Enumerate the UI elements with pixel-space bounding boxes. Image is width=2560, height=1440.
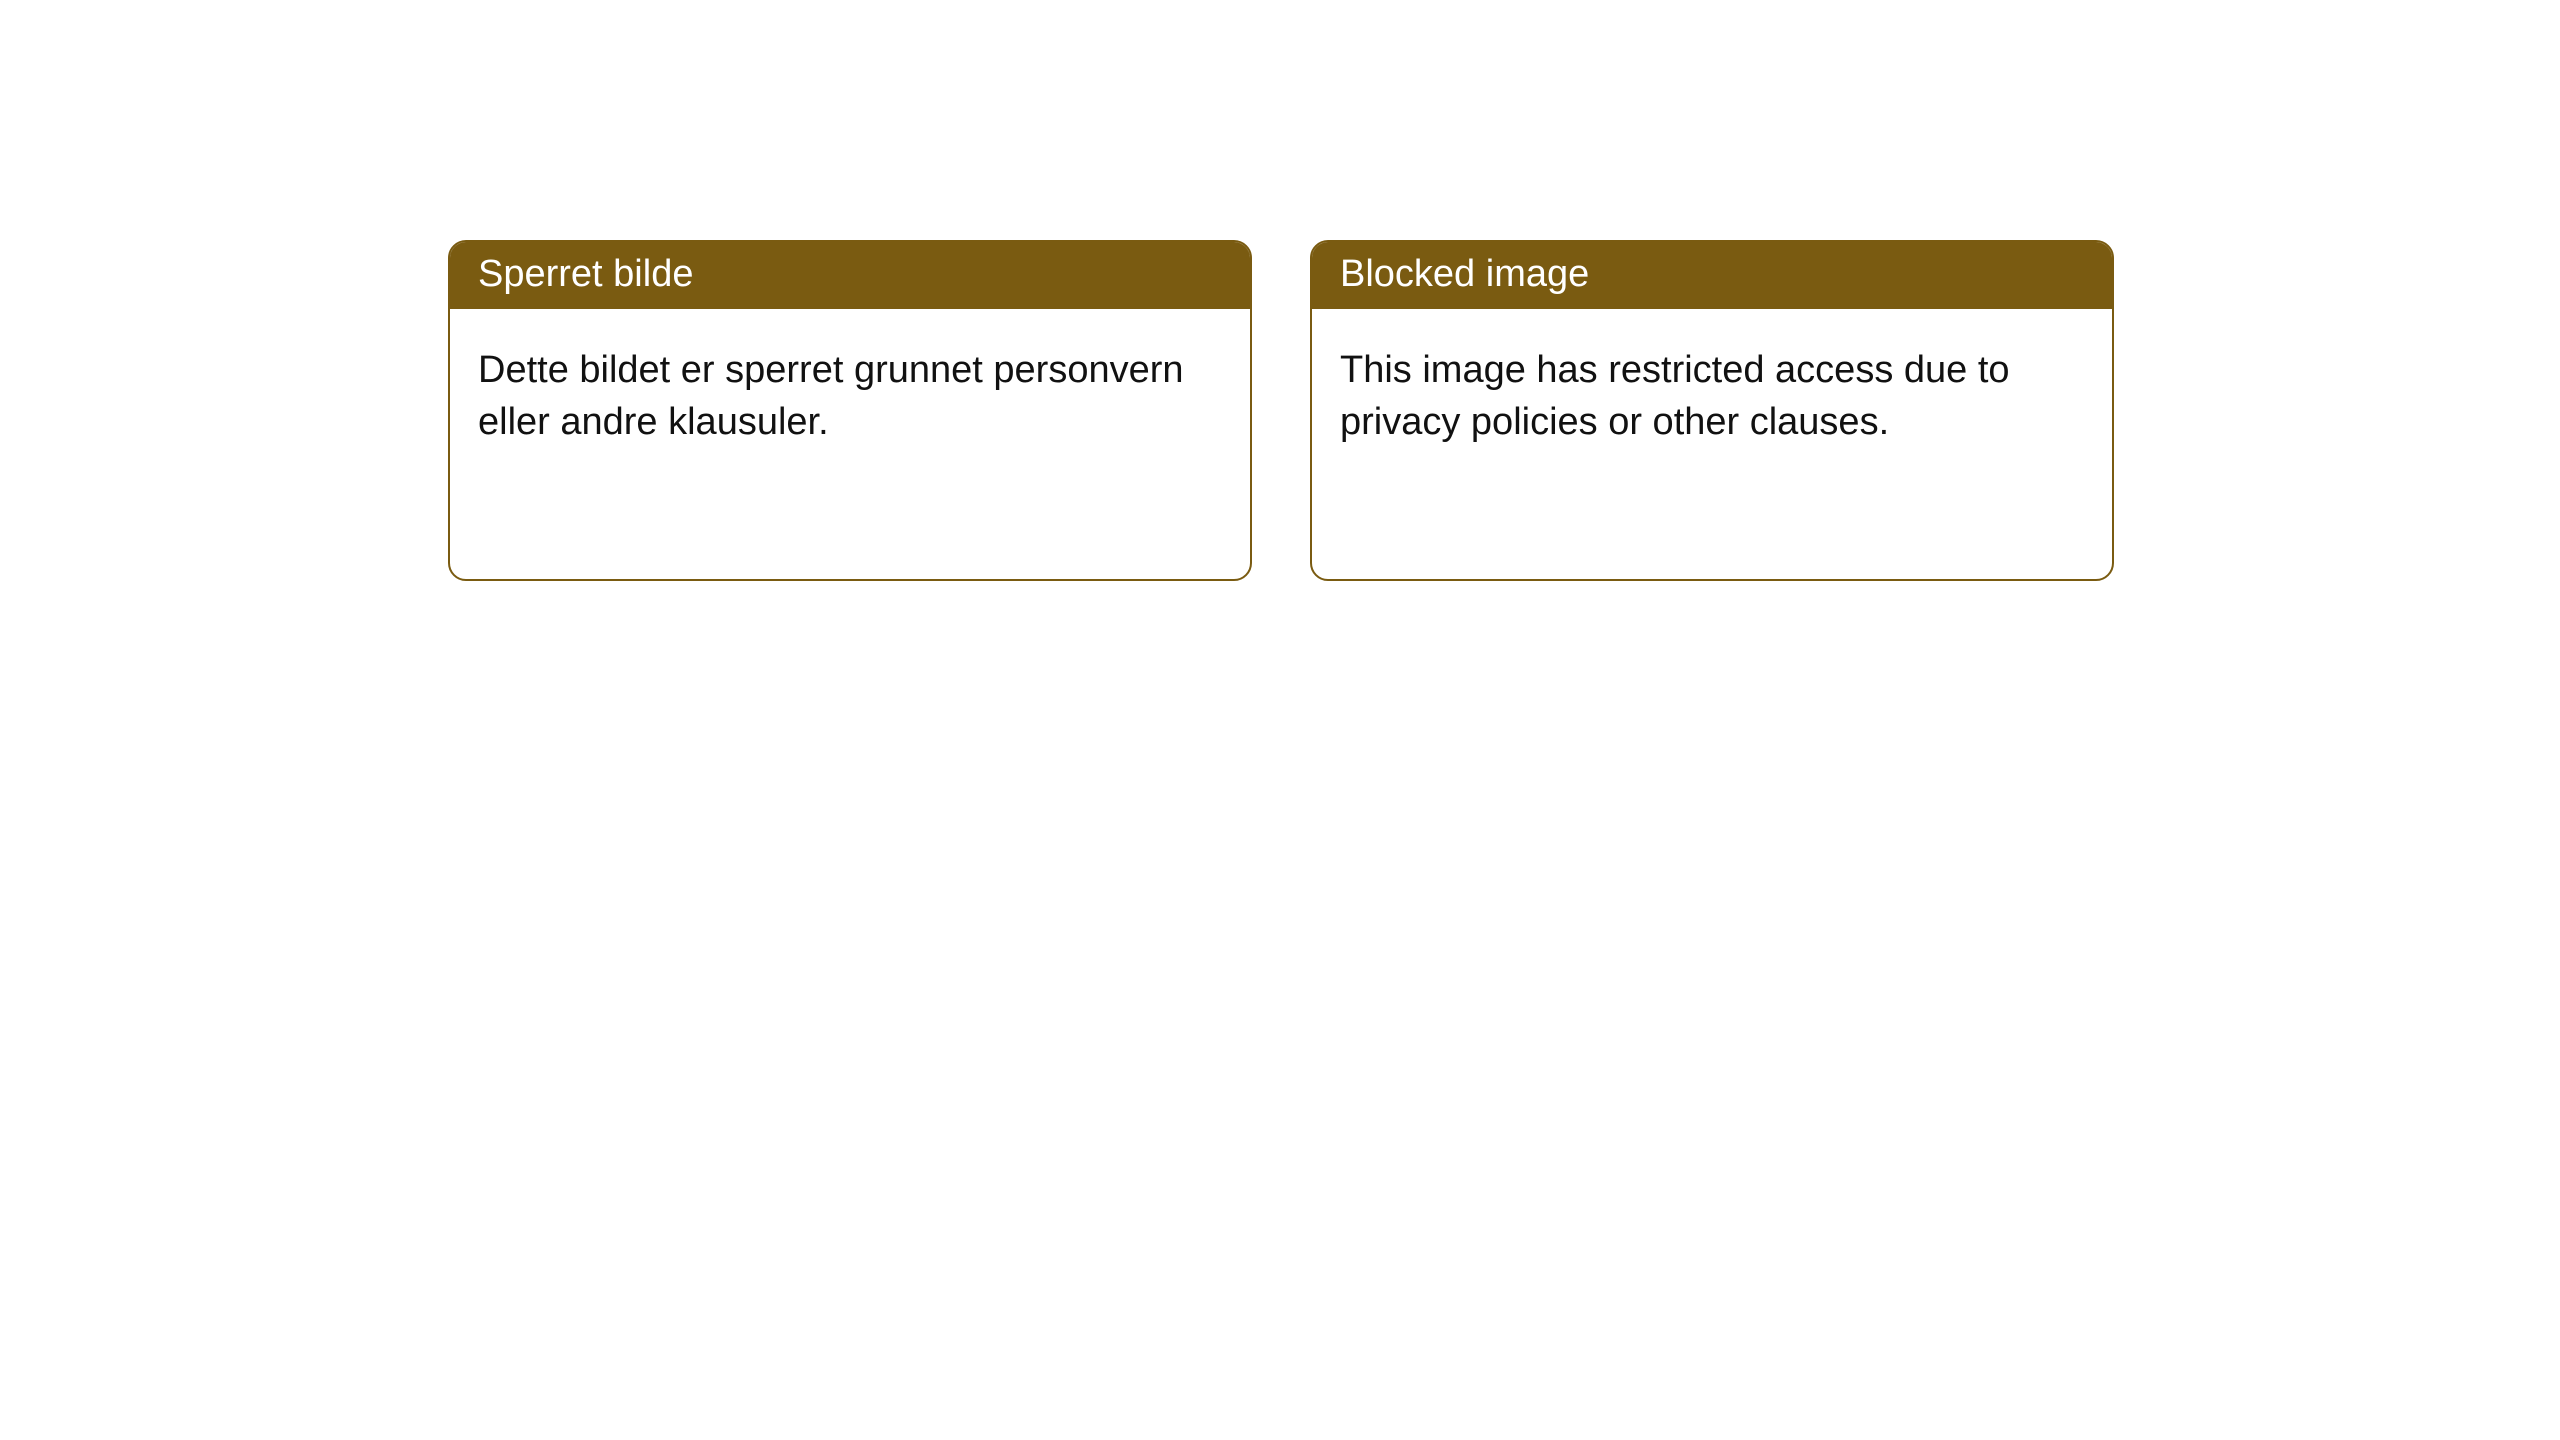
- notice-title: Blocked image: [1312, 242, 2112, 309]
- notice-card-norwegian: Sperret bilde Dette bildet er sperret gr…: [448, 240, 1252, 581]
- notice-container: Sperret bilde Dette bildet er sperret gr…: [0, 0, 2560, 581]
- notice-card-english: Blocked image This image has restricted …: [1310, 240, 2114, 581]
- notice-title: Sperret bilde: [450, 242, 1250, 309]
- notice-body: This image has restricted access due to …: [1312, 309, 2112, 579]
- notice-body: Dette bildet er sperret grunnet personve…: [450, 309, 1250, 579]
